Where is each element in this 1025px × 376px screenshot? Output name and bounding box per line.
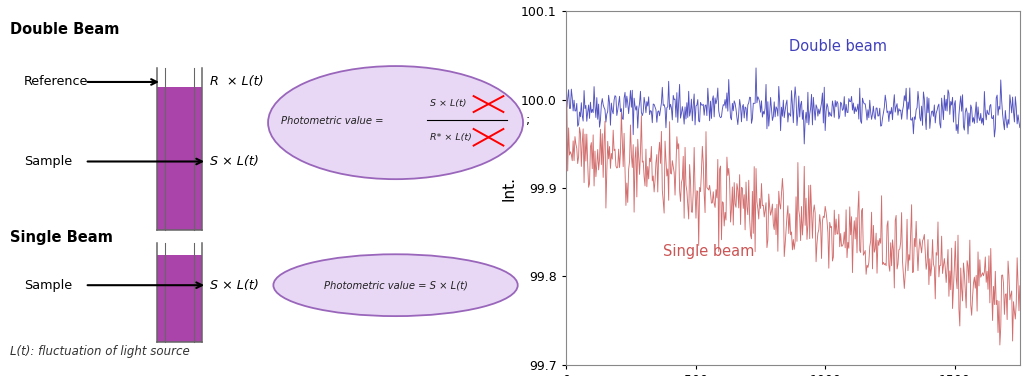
Text: S × L(t): S × L(t): [210, 279, 258, 292]
Text: Reference: Reference: [24, 76, 88, 88]
Text: S × L(t): S × L(t): [430, 99, 466, 108]
Ellipse shape: [269, 66, 523, 179]
Text: Single Beam: Single Beam: [10, 230, 114, 246]
Text: ;: ;: [526, 114, 530, 127]
Text: Photometric value =: Photometric value =: [281, 116, 383, 126]
Y-axis label: Int.: Int.: [502, 176, 517, 200]
Text: Sample: Sample: [24, 279, 72, 292]
Ellipse shape: [274, 254, 518, 316]
Text: Single beam: Single beam: [663, 244, 754, 259]
Text: Double Beam: Double Beam: [10, 22, 120, 37]
Text: R  × L(t): R × L(t): [210, 76, 263, 88]
Text: Double beam: Double beam: [789, 39, 888, 54]
Text: Photometric value = S × L(t): Photometric value = S × L(t): [324, 280, 467, 290]
Text: Sample: Sample: [24, 155, 72, 168]
Text: L(t): fluctuation of light source: L(t): fluctuation of light source: [10, 345, 191, 358]
Bar: [157, 87, 202, 230]
Text: S × L(t): S × L(t): [210, 155, 258, 168]
Text: R* × L(t): R* × L(t): [430, 133, 472, 142]
Bar: [157, 255, 202, 342]
